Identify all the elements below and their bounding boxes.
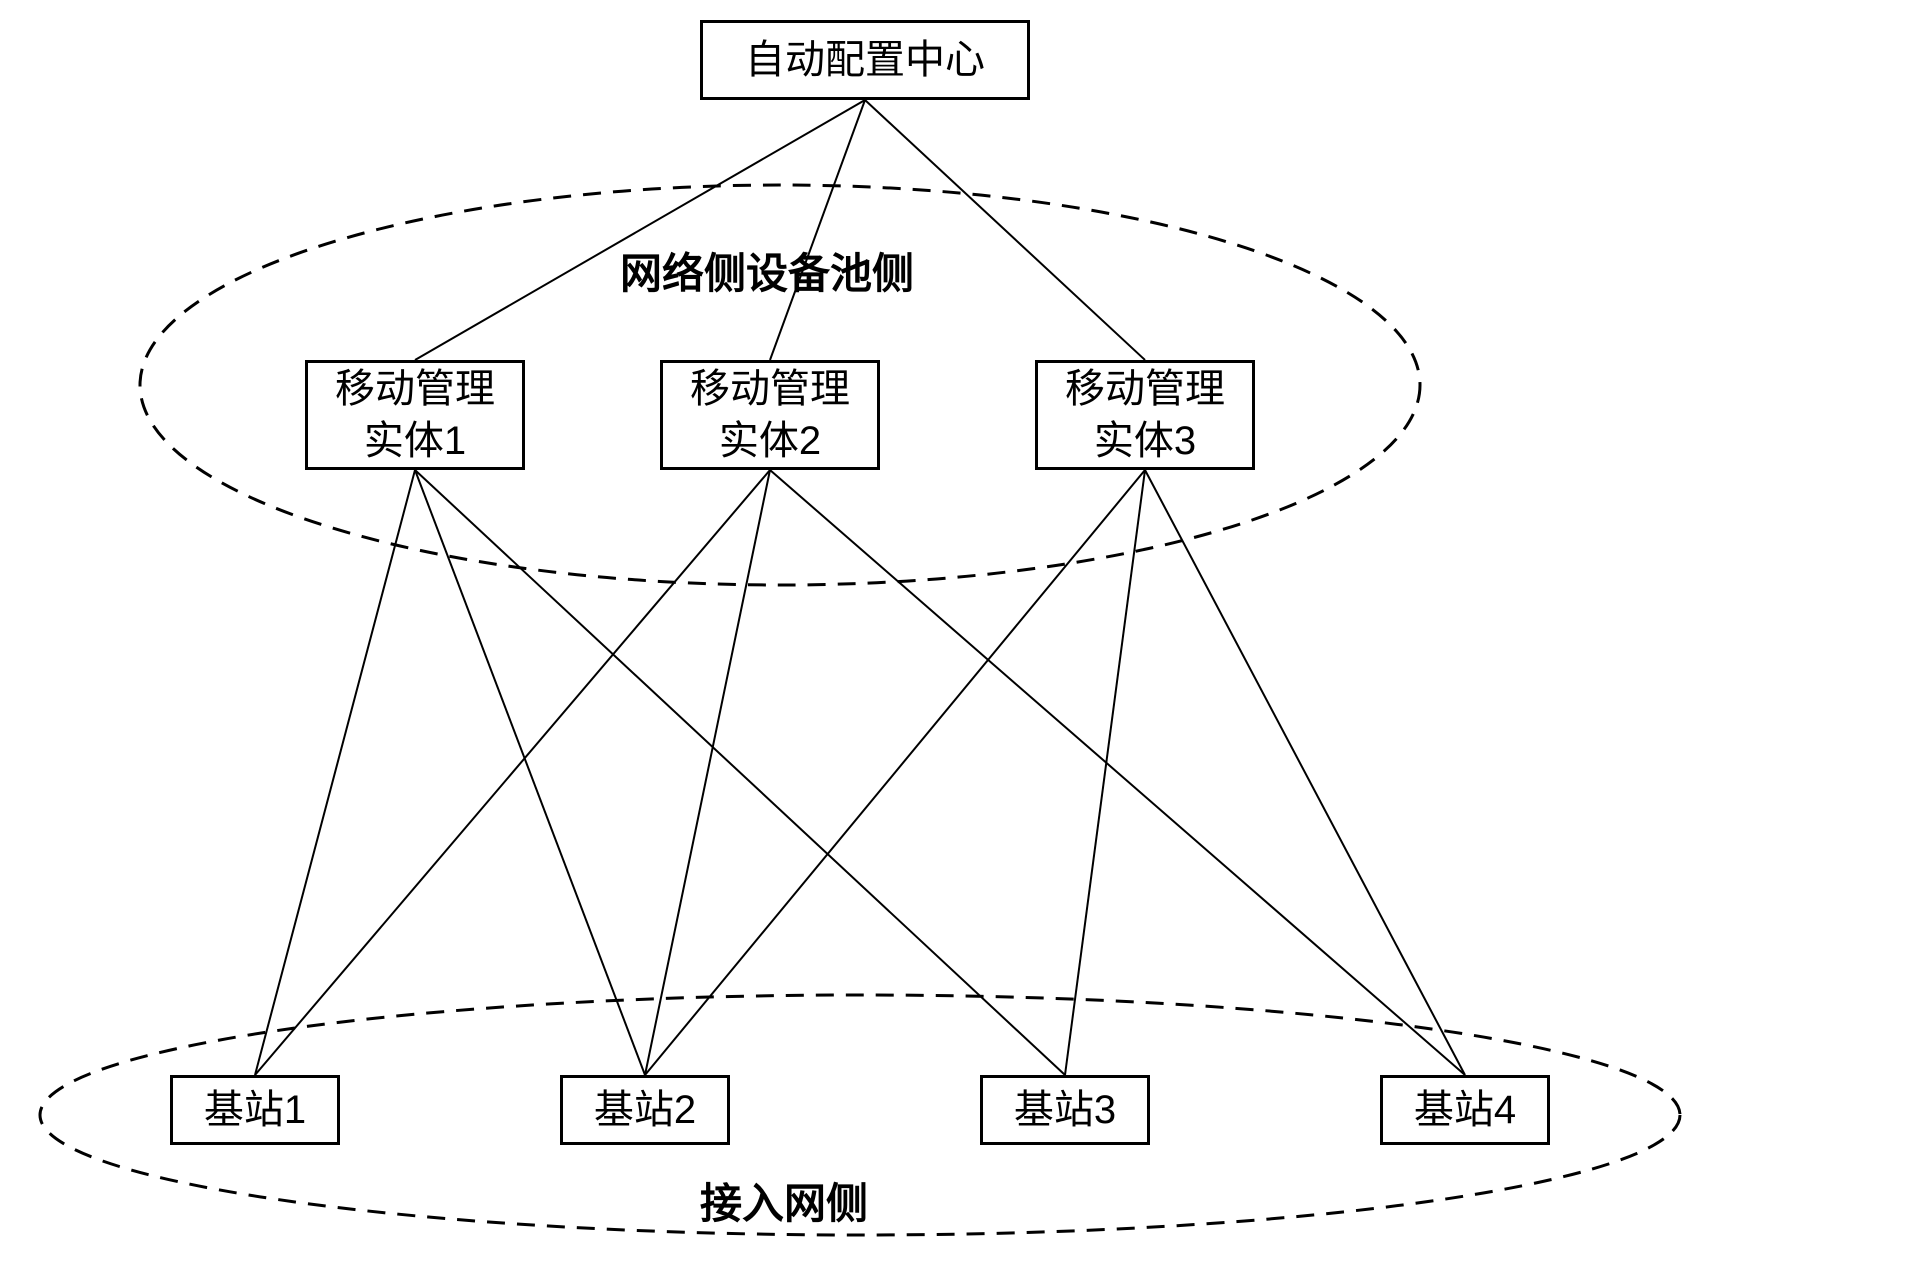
node-label: 基站2 [594, 1084, 696, 1136]
base-station-node-1: 基站1 [170, 1075, 340, 1145]
node-label: 自动配置中心 [745, 34, 985, 86]
node-label: 基站4 [1414, 1084, 1516, 1136]
mme-node-2: 移动管理 实体2 [660, 360, 880, 470]
pool-region-label: 网络侧设备池侧 [620, 240, 914, 301]
base-station-node-2: 基站2 [560, 1075, 730, 1145]
base-station-node-4: 基站4 [1380, 1075, 1550, 1145]
network-diagram: 自动配置中心 网络侧设备池侧 移动管理 实体1 移动管理 实体2 移动管理 实体… [0, 0, 1919, 1282]
node-label: 移动管理 实体2 [690, 363, 850, 467]
mme-node-1: 移动管理 实体1 [305, 360, 525, 470]
access-region-label: 接入网侧 [700, 1170, 868, 1231]
mme-node-3: 移动管理 实体3 [1035, 360, 1255, 470]
node-label: 移动管理 实体1 [335, 363, 495, 467]
node-label: 基站1 [204, 1084, 306, 1136]
node-label: 移动管理 实体3 [1065, 363, 1225, 467]
base-station-node-3: 基站3 [980, 1075, 1150, 1145]
auto-config-center-node: 自动配置中心 [700, 20, 1030, 100]
node-label: 基站3 [1014, 1084, 1116, 1136]
